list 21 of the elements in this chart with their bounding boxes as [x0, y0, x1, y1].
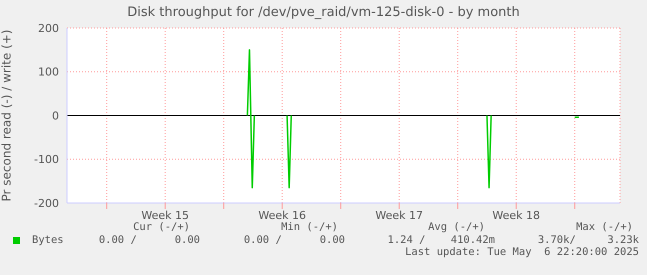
- chart-title: Disk throughput for /dev/pve_raid/vm-125-disk-0 - by month: [126, 5, 521, 20]
- y-tick-label: -100: [34, 153, 59, 166]
- text: Last update: Tue May 6 22:20:00 2025: [405, 246, 639, 258]
- text: Cur (-/+): [133, 221, 190, 233]
- text: Max (-/+): [576, 221, 633, 233]
- y-tick-label: 200: [38, 22, 59, 35]
- text: Min (-/+): [281, 221, 338, 233]
- y-axis-title: Pr second read (-) / write (+): [0, 30, 14, 202]
- x-tick-label: Week 17: [375, 208, 424, 222]
- text: 1.24 / 410.42m: [388, 234, 495, 246]
- text: 0.00 / 0.00: [244, 234, 345, 246]
- text: Avg (-/+): [428, 221, 485, 233]
- y-tick-label: 0: [52, 109, 59, 122]
- x-tick-label: Week 15: [141, 208, 190, 222]
- x-tick-label: Week 16: [258, 208, 306, 222]
- x-tick-label: Week 18: [492, 208, 540, 222]
- text: 0.00 / 0.00: [98, 234, 200, 246]
- text: 3.70k/ 3.23k: [538, 234, 639, 246]
- y-tick-label: 100: [38, 66, 59, 79]
- legend-label: Bytes: [32, 234, 64, 246]
- y-tick-label: -200: [34, 196, 59, 210]
